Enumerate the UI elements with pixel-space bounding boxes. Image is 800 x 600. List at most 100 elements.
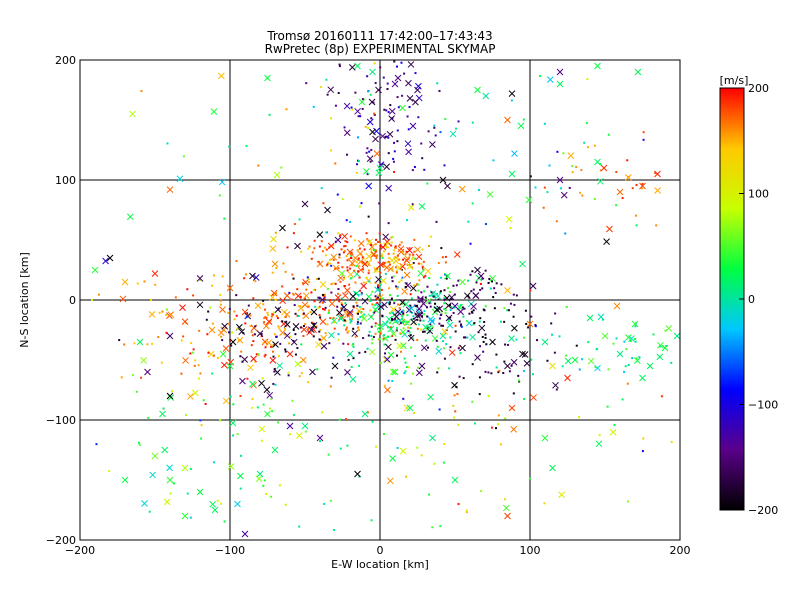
data-point-dot — [245, 273, 248, 276]
data-point-dot — [416, 338, 419, 341]
data-point-dot — [375, 238, 378, 241]
data-point-x — [264, 410, 271, 418]
data-point-dot — [262, 403, 265, 406]
data-point-dot — [534, 324, 537, 327]
data-point-x — [119, 295, 127, 303]
data-point-dot — [374, 332, 377, 335]
data-point-dot — [407, 330, 410, 333]
data-point-x — [383, 356, 391, 363]
data-point-dot — [405, 282, 408, 285]
data-point-dot — [585, 121, 588, 124]
data-point-dot — [254, 325, 257, 328]
data-point-dot — [272, 350, 275, 353]
data-point-dot — [221, 339, 224, 342]
data-point-x — [227, 463, 235, 470]
data-point-x — [402, 300, 410, 308]
data-point-x — [385, 184, 393, 192]
data-point-dot — [337, 333, 340, 336]
data-point-dot — [302, 335, 305, 338]
data-point-dot — [345, 255, 348, 258]
data-point-dot — [268, 113, 271, 116]
data-point-x — [136, 338, 144, 346]
data-point-dot — [269, 407, 272, 410]
data-point-dot — [358, 351, 361, 354]
data-point-dot — [404, 286, 407, 289]
data-point-dot — [305, 288, 308, 291]
data-point-dot — [621, 398, 624, 401]
data-point-x — [265, 318, 273, 325]
data-point-dot — [384, 272, 387, 275]
data-point-dot — [391, 235, 394, 238]
data-point-dot — [518, 379, 521, 382]
data-point-dot — [416, 304, 419, 307]
data-point-dot — [522, 118, 525, 121]
data-point-dot — [340, 297, 343, 300]
data-point-dot — [376, 284, 379, 287]
data-point-dot — [615, 170, 618, 173]
data-point-dot — [383, 334, 386, 337]
data-point-x — [409, 122, 417, 130]
data-point-dot — [387, 136, 390, 139]
data-point-dot — [436, 371, 439, 374]
data-point-dot — [484, 223, 487, 226]
data-point-dot — [426, 182, 429, 185]
data-point-dot — [581, 194, 584, 197]
data-point-dot — [160, 361, 163, 364]
data-point-dot — [312, 105, 315, 108]
data-point-dot — [370, 325, 373, 328]
data-point-dot — [492, 159, 495, 162]
data-point-dot — [371, 290, 374, 293]
data-point-dot — [426, 346, 429, 349]
data-point-x — [149, 471, 156, 479]
data-point-dot — [431, 526, 434, 529]
data-point-dot — [357, 328, 360, 331]
data-point-x — [270, 235, 277, 243]
data-point-dot — [349, 318, 352, 321]
data-point-dot — [509, 302, 512, 305]
data-point-dot — [391, 379, 394, 382]
data-point-dot — [324, 254, 327, 257]
data-point-dot — [479, 282, 482, 285]
data-point-dot — [388, 263, 391, 266]
data-point-x — [270, 289, 278, 297]
data-point-x — [319, 296, 326, 304]
data-point-dot — [416, 327, 419, 330]
data-point-dot — [612, 342, 615, 345]
data-point-dot — [477, 188, 480, 191]
data-point-x — [346, 311, 354, 318]
data-point-x — [504, 362, 511, 370]
data-point-x — [381, 301, 388, 309]
data-point-x — [407, 61, 415, 68]
data-point-dot — [359, 289, 362, 292]
data-point-dot — [416, 318, 419, 321]
data-point-dot — [320, 86, 323, 89]
data-point-x — [549, 464, 556, 472]
data-point-dot — [334, 162, 337, 165]
y-tick-label: 200 — [55, 54, 76, 67]
colorbar-tick-label: −100 — [748, 399, 778, 412]
data-point-dot — [406, 314, 409, 317]
data-point-dot — [383, 343, 386, 346]
data-point-x — [654, 187, 661, 194]
data-point-dot — [403, 372, 406, 375]
data-point-dot — [260, 439, 263, 442]
data-point-dot — [507, 309, 510, 312]
data-point-dot — [394, 256, 397, 259]
data-point-x — [399, 447, 407, 455]
data-point-x — [586, 314, 594, 322]
data-point-dot — [493, 307, 496, 310]
data-point-dot — [343, 250, 346, 253]
data-point-dot — [578, 416, 581, 419]
data-point-dot — [641, 450, 644, 453]
data-point-x — [510, 358, 518, 366]
data-point-dot — [357, 257, 360, 260]
data-point-dot — [421, 157, 424, 160]
data-point-dot — [402, 320, 405, 323]
data-point-dot — [319, 328, 322, 331]
data-point-dot — [417, 323, 420, 326]
data-point-dot — [670, 440, 673, 443]
data-point-dot — [367, 269, 370, 272]
data-point-dot — [410, 297, 413, 300]
data-point-x — [140, 357, 147, 364]
data-point-dot — [482, 340, 485, 343]
